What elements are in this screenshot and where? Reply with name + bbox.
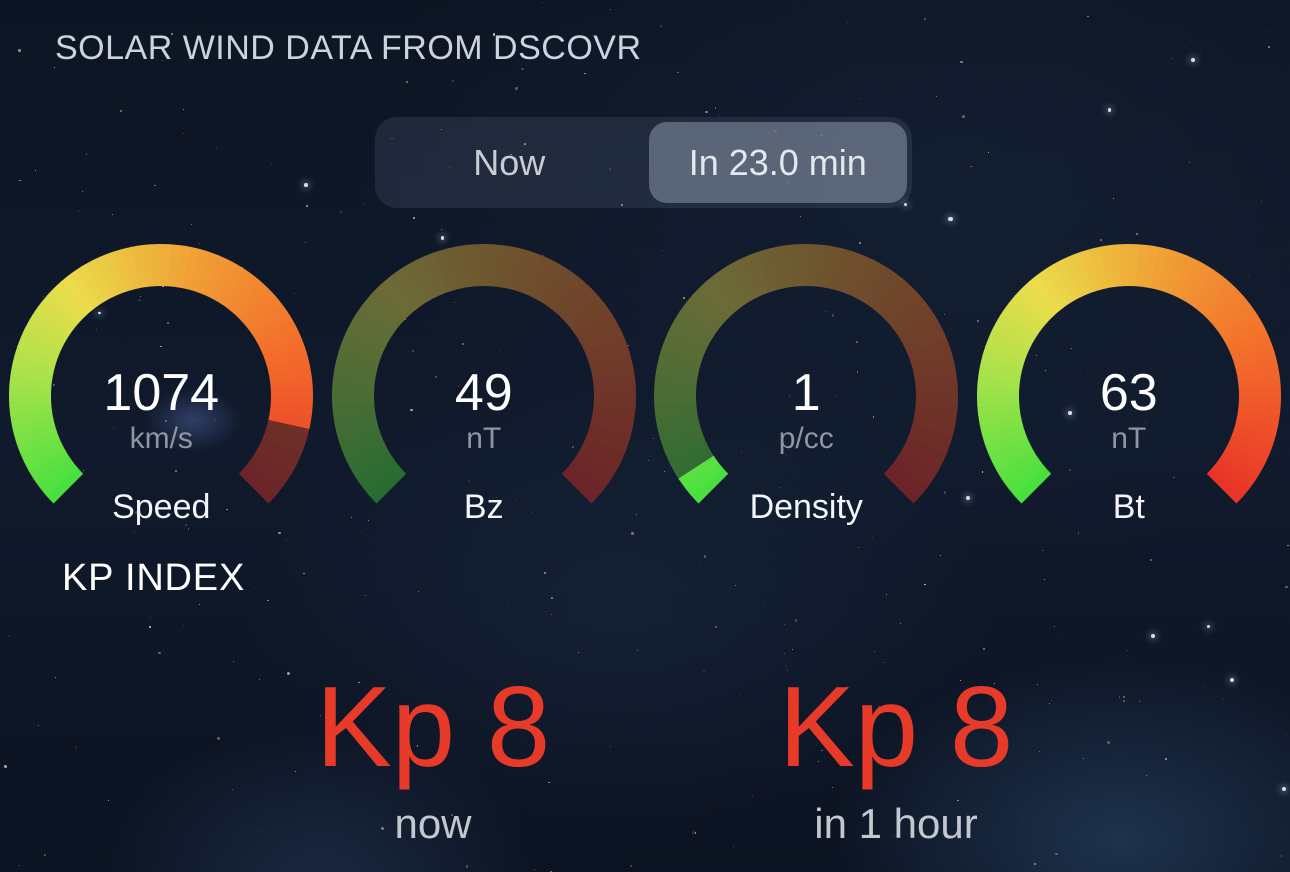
gauge-bz: 49 nT Bz — [323, 225, 646, 526]
gauge-speed: 1074 km/s Speed — [0, 225, 323, 526]
segment-in-23-min[interactable]: In 23.0 min — [644, 117, 913, 208]
gauge-unit: nT — [1111, 422, 1147, 455]
kp-now-label: now — [394, 800, 472, 847]
kp-index-heading: KP INDEX — [62, 557, 246, 599]
gauge-value: 1074 — [103, 364, 220, 422]
gauge-label: Bz — [463, 488, 504, 526]
gauge-arc — [976, 244, 1281, 504]
gauge-arc — [9, 244, 314, 504]
gauge-unit: nT — [466, 422, 502, 455]
gauge-bt: 63 nT Bt — [968, 225, 1290, 526]
gauge-unit: p/cc — [778, 422, 834, 455]
gauge-label: Density — [749, 488, 863, 526]
gauge-arc — [654, 244, 959, 504]
gauge-arc — [331, 244, 636, 504]
kp-in-1-hour: Kp 8 in 1 hour — [779, 668, 1014, 848]
gauge-label: Speed — [112, 488, 211, 526]
kp-in-1-hour-value: Kp 8 — [778, 664, 1014, 791]
time-segmented-control: Now In 23.0 min — [375, 117, 912, 208]
page-title: SOLAR WIND DATA FROM DSCOVR — [55, 29, 642, 67]
gauge-density: 1 p/cc Density — [645, 225, 968, 526]
gauge-value: 63 — [1099, 364, 1158, 422]
kp-in-1-hour-label: in 1 hour — [814, 800, 978, 847]
gauge-value: 1 — [791, 364, 821, 422]
kp-now: Kp 8 now — [316, 668, 551, 848]
gauge-label: Bt — [1112, 488, 1145, 526]
kp-now-value: Kp 8 — [315, 664, 551, 791]
gauge-unit: km/s — [129, 422, 193, 455]
gauges-row: 1074 km/s Speed 49 nT Bz 1 p/cc Density … — [0, 225, 1290, 526]
gauge-value: 49 — [454, 364, 513, 422]
segment-selected-highlight — [648, 122, 907, 203]
segment-now[interactable]: Now — [375, 117, 644, 208]
